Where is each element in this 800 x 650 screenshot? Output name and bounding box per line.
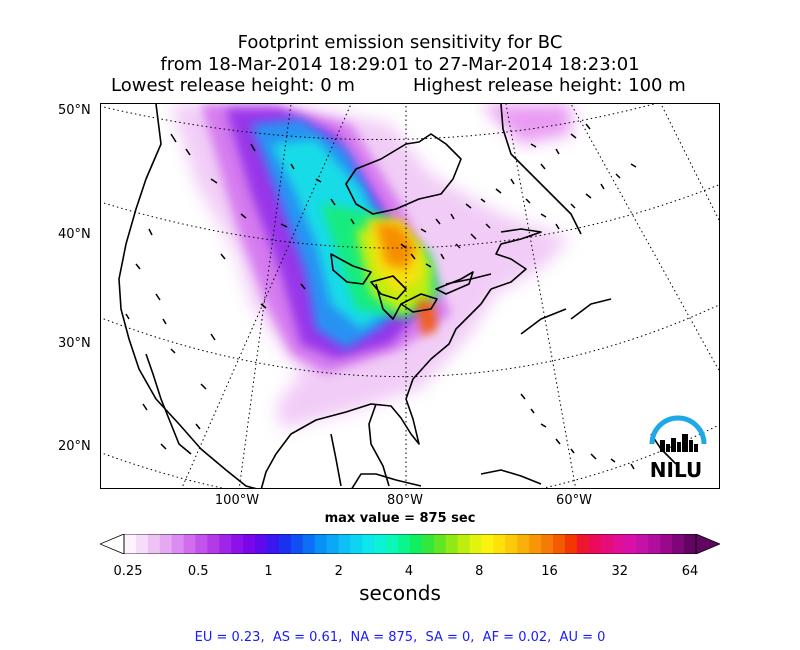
- colorbar-segment: [386, 534, 399, 554]
- nilu-logo: NILU: [646, 414, 710, 486]
- lowest-release-height: Lowest release height: 0 m: [111, 75, 355, 96]
- colorbar-segment: [314, 534, 328, 554]
- colorbar-tick-label: 8: [475, 564, 484, 579]
- colorbar-tick-label: 32: [611, 564, 629, 579]
- map-panel: [100, 103, 720, 489]
- colorbar-tick-label: 4: [404, 564, 414, 579]
- colorbar-segment: [183, 534, 197, 554]
- colorbar-segment: [171, 534, 185, 554]
- colorbar-segment: [433, 534, 447, 554]
- colorbar-segment: [195, 534, 209, 554]
- colorbar-segment: [576, 534, 590, 554]
- lat-label-30n: 30°N: [58, 336, 91, 351]
- colorbar-segment: [135, 534, 149, 554]
- colorbar-segment: [421, 534, 435, 554]
- colorbar-segment: [290, 534, 304, 554]
- colorbar-segment: [362, 534, 375, 554]
- colorbar-segment: [207, 534, 220, 554]
- colorbar-segment: [398, 534, 411, 554]
- colorbar-segment: [147, 534, 161, 554]
- colorbar-segment: [517, 534, 530, 554]
- lat-label-20n: 20°N: [58, 439, 91, 454]
- footprint-map: [101, 104, 719, 488]
- nilu-logo-mark: [649, 415, 707, 452]
- colorbar-segment: [267, 534, 280, 554]
- colorbar-segment: [219, 534, 232, 554]
- colorbar-tick-label: 0.5: [187, 564, 209, 579]
- plot-title: Footprint emission sensitivity for BC: [237, 32, 563, 53]
- max-value-label: max value = 875 sec: [324, 511, 476, 526]
- colorbar-segment: [648, 534, 661, 554]
- colorbar-segment: [302, 534, 316, 554]
- colorbar-segment: [410, 534, 423, 554]
- coastlines: [118, 104, 677, 488]
- coastal-islands: [125, 123, 637, 470]
- colorbar-segment: [374, 534, 387, 554]
- colorbar-tick-label: 64: [681, 564, 699, 579]
- colorbar-segment: [541, 534, 554, 554]
- colorbar-max-extend: [695, 534, 720, 554]
- highest-release-height: Highest release height: 100 m: [413, 75, 686, 96]
- lon-label-100w: 100°W: [214, 493, 260, 508]
- colorbar-segment: [243, 534, 256, 554]
- colorbar-segment: [278, 534, 292, 554]
- colorbar-segment: [326, 534, 340, 554]
- colorbar-segment: [231, 534, 244, 554]
- colorbar-segment: [124, 534, 137, 554]
- lat-label-50n: 50°N: [58, 103, 91, 118]
- plot-time-range: from 18-Mar-2014 18:29:01 to 27-Mar-2014…: [160, 54, 640, 75]
- colorbar-segment: [600, 534, 614, 554]
- lon-label-80w: 80°W: [387, 493, 423, 508]
- lon-label-60w: 60°W: [556, 493, 592, 508]
- colorbar-min-extend: [100, 534, 125, 554]
- colorbar-segment: [529, 534, 542, 554]
- colorbar-segment: [660, 534, 673, 554]
- colorbar-segment: [481, 534, 495, 554]
- colorbar-segment: [624, 534, 638, 554]
- colorbar-segment: [505, 534, 518, 554]
- colorbar-segment: [684, 534, 697, 554]
- lat-label-40n: 40°N: [58, 227, 91, 242]
- colorbar-segment: [672, 534, 685, 554]
- colorbar-segment: [564, 534, 578, 554]
- colorbar-segment: [553, 534, 566, 554]
- colorbar-segment: [255, 534, 268, 554]
- colorbar-segment: [493, 534, 506, 554]
- colorbar-segment: [636, 534, 649, 554]
- colorbar: [100, 534, 720, 554]
- colorbar-tick-label: 1: [264, 564, 273, 579]
- colorbar-segment: [350, 534, 363, 554]
- colorbar-segment: [457, 534, 471, 554]
- colorbar-segment: [159, 534, 173, 554]
- region-totals: EU = 0.23, AS = 0.61, NA = 875, SA = 0, …: [194, 630, 606, 645]
- colorbar-tick-label: 2: [334, 564, 343, 579]
- colorbar-segment: [588, 534, 602, 554]
- colorbar-units: seconds: [359, 581, 441, 605]
- colorbar-segment: [469, 534, 483, 554]
- colorbar-tick-label: 16: [541, 564, 558, 579]
- colorbar-tick-label: 0.25: [113, 564, 143, 579]
- colorbar-segment: [612, 534, 626, 554]
- colorbar-segment: [445, 534, 459, 554]
- colorbar-segment: [338, 534, 352, 554]
- nilu-logo-text: NILU: [649, 458, 703, 482]
